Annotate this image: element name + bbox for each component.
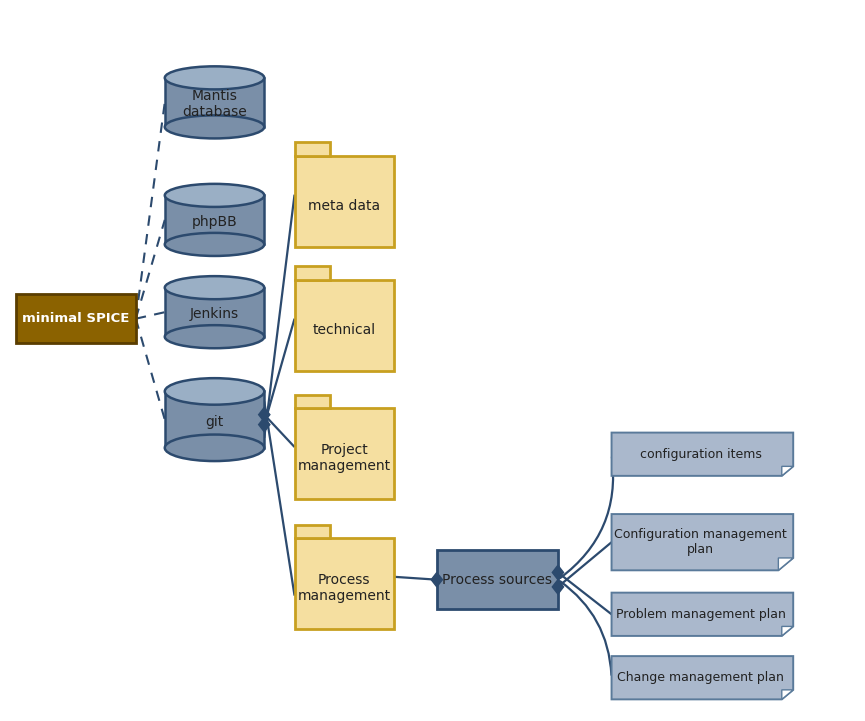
- Polygon shape: [553, 565, 564, 580]
- Polygon shape: [612, 656, 793, 699]
- Ellipse shape: [164, 233, 265, 256]
- Polygon shape: [259, 407, 270, 422]
- Polygon shape: [259, 417, 270, 432]
- Ellipse shape: [164, 378, 265, 404]
- FancyBboxPatch shape: [295, 525, 330, 538]
- Text: meta data: meta data: [308, 199, 381, 213]
- Ellipse shape: [164, 435, 265, 461]
- Polygon shape: [612, 433, 793, 476]
- FancyBboxPatch shape: [295, 395, 330, 408]
- FancyBboxPatch shape: [295, 143, 330, 156]
- FancyBboxPatch shape: [295, 266, 330, 280]
- Polygon shape: [612, 514, 793, 570]
- Text: Project
management: Project management: [298, 443, 391, 474]
- Text: technical: technical: [313, 323, 375, 337]
- Text: Jenkins: Jenkins: [190, 307, 239, 321]
- Polygon shape: [778, 558, 793, 570]
- Polygon shape: [553, 580, 564, 594]
- Ellipse shape: [164, 325, 265, 348]
- FancyBboxPatch shape: [16, 294, 136, 343]
- FancyBboxPatch shape: [164, 392, 265, 448]
- Text: Change management plan: Change management plan: [618, 671, 784, 684]
- FancyBboxPatch shape: [437, 550, 558, 609]
- Polygon shape: [612, 593, 793, 636]
- Text: Configuration management
plan: Configuration management plan: [614, 528, 786, 556]
- Ellipse shape: [164, 115, 265, 138]
- Text: phpBB: phpBB: [192, 215, 237, 229]
- Text: git: git: [205, 415, 224, 429]
- FancyBboxPatch shape: [295, 408, 394, 499]
- Ellipse shape: [164, 276, 265, 299]
- Text: Process
management: Process management: [298, 573, 391, 603]
- FancyBboxPatch shape: [295, 156, 394, 247]
- Text: Problem management plan: Problem management plan: [616, 608, 785, 621]
- Ellipse shape: [164, 66, 265, 89]
- Text: Mantis
database: Mantis database: [183, 89, 247, 120]
- FancyBboxPatch shape: [295, 538, 394, 629]
- FancyBboxPatch shape: [164, 195, 265, 244]
- Text: Process sources: Process sources: [442, 572, 553, 587]
- Polygon shape: [782, 627, 793, 636]
- Ellipse shape: [164, 184, 265, 207]
- Polygon shape: [431, 572, 442, 587]
- Text: minimal SPICE: minimal SPICE: [22, 312, 130, 325]
- Text: configuration items: configuration items: [640, 448, 761, 461]
- FancyBboxPatch shape: [164, 78, 265, 127]
- FancyBboxPatch shape: [295, 280, 394, 371]
- Polygon shape: [782, 466, 793, 476]
- Polygon shape: [782, 690, 793, 699]
- FancyBboxPatch shape: [164, 288, 265, 337]
